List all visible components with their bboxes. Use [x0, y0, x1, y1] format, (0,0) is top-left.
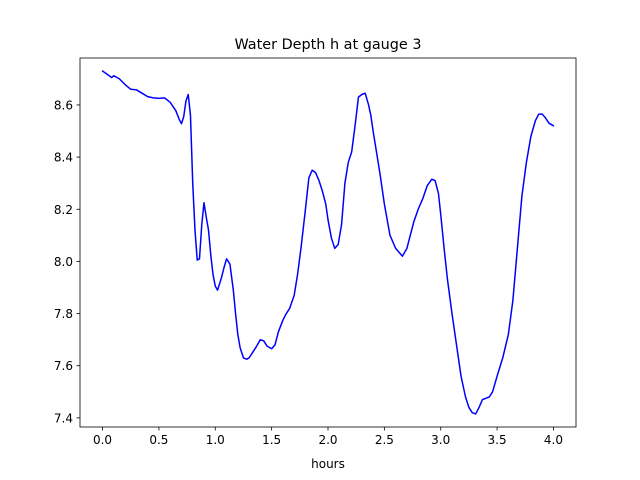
x-tick-label: 4.0	[544, 433, 563, 447]
y-tick-label: 8.2	[54, 203, 73, 217]
x-tick-label: 2.0	[318, 433, 337, 447]
y-axis-ticks: 7.4 7.6 7.8 8.0 8.2 8.4 8.6	[54, 98, 80, 425]
y-tick-label: 7.4	[54, 411, 73, 425]
series-line	[101, 70, 555, 415]
y-tick-label: 8.6	[54, 98, 73, 112]
x-tick-label: 2.5	[375, 433, 394, 447]
plot-area	[80, 58, 576, 427]
x-tick-label: 3.0	[431, 433, 450, 447]
y-tick-label: 7.6	[54, 359, 73, 373]
x-axis-label: hours	[311, 457, 345, 471]
x-axis-ticks: 0.0 0.5 1.0 1.5 2.0 2.5 3.0 3.5 4.0	[93, 427, 563, 447]
x-tick-label: 0.5	[149, 433, 168, 447]
y-tick-label: 7.8	[54, 307, 73, 321]
plot-frame	[79, 57, 577, 428]
x-tick-label: 0.0	[93, 433, 112, 447]
chart-title: Water Depth h at gauge 3	[234, 37, 421, 53]
x-tick-label: 1.5	[262, 433, 281, 447]
y-tick-label: 8.0	[54, 255, 73, 269]
series-layer	[101, 70, 555, 415]
y-tick-label: 8.4	[54, 151, 73, 165]
x-tick-label: 1.0	[206, 433, 225, 447]
x-tick-label: 3.5	[488, 433, 507, 447]
